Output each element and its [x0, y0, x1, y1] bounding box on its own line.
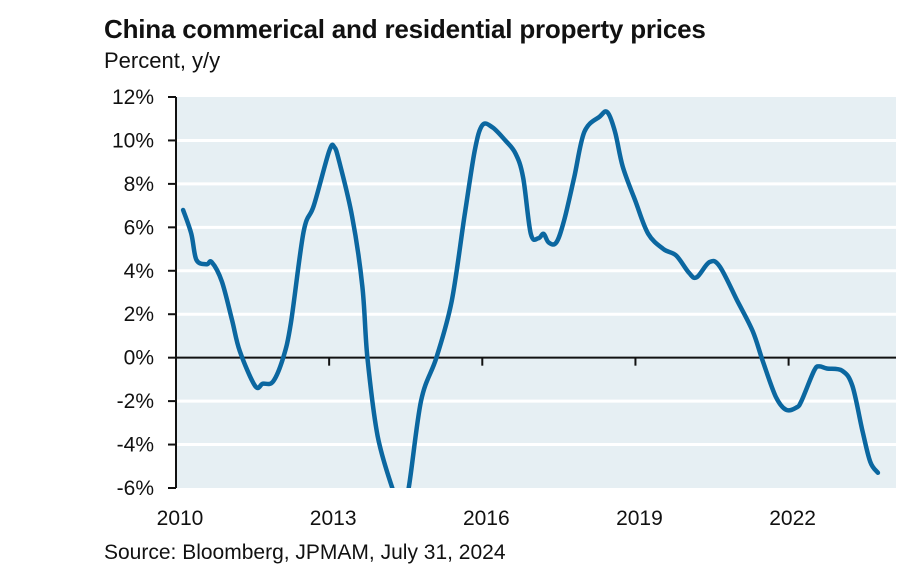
- plot-area: [176, 97, 896, 488]
- y-tick-label: 6%: [124, 216, 154, 239]
- y-tick-label: 2%: [124, 303, 154, 326]
- y-tick-label: 0%: [124, 347, 154, 370]
- x-tick-label: 2016: [463, 507, 510, 530]
- y-tick-label: -2%: [117, 390, 154, 413]
- series-line-property-prices: [180, 109, 881, 488]
- y-tick-label: 10%: [112, 129, 154, 152]
- source-note: Source: Bloomberg, JPMAM, July 31, 2024: [104, 541, 506, 564]
- y-tick-label: -6%: [117, 477, 154, 500]
- chart-subtitle: Percent, y/y: [104, 48, 221, 73]
- x-tick-label: 2013: [310, 507, 357, 530]
- y-axis-ticks: 12% 10% 8% 6% 4% 2% 0% -2% -4% -6%: [112, 86, 176, 500]
- x-tick-label: 2010: [157, 507, 204, 530]
- y-tick-label: 4%: [124, 260, 154, 283]
- y-tick-label: -4%: [117, 434, 154, 457]
- x-tick-label: 2022: [769, 507, 816, 530]
- x-axis-ticks: 2010 2013 2016 2019 2022: [157, 357, 816, 530]
- chart-title: China commerical and residential propert…: [104, 14, 706, 44]
- y-tick-label: 8%: [124, 173, 154, 196]
- y-tick-label: 12%: [112, 86, 154, 109]
- x-tick-label: 2019: [616, 507, 663, 530]
